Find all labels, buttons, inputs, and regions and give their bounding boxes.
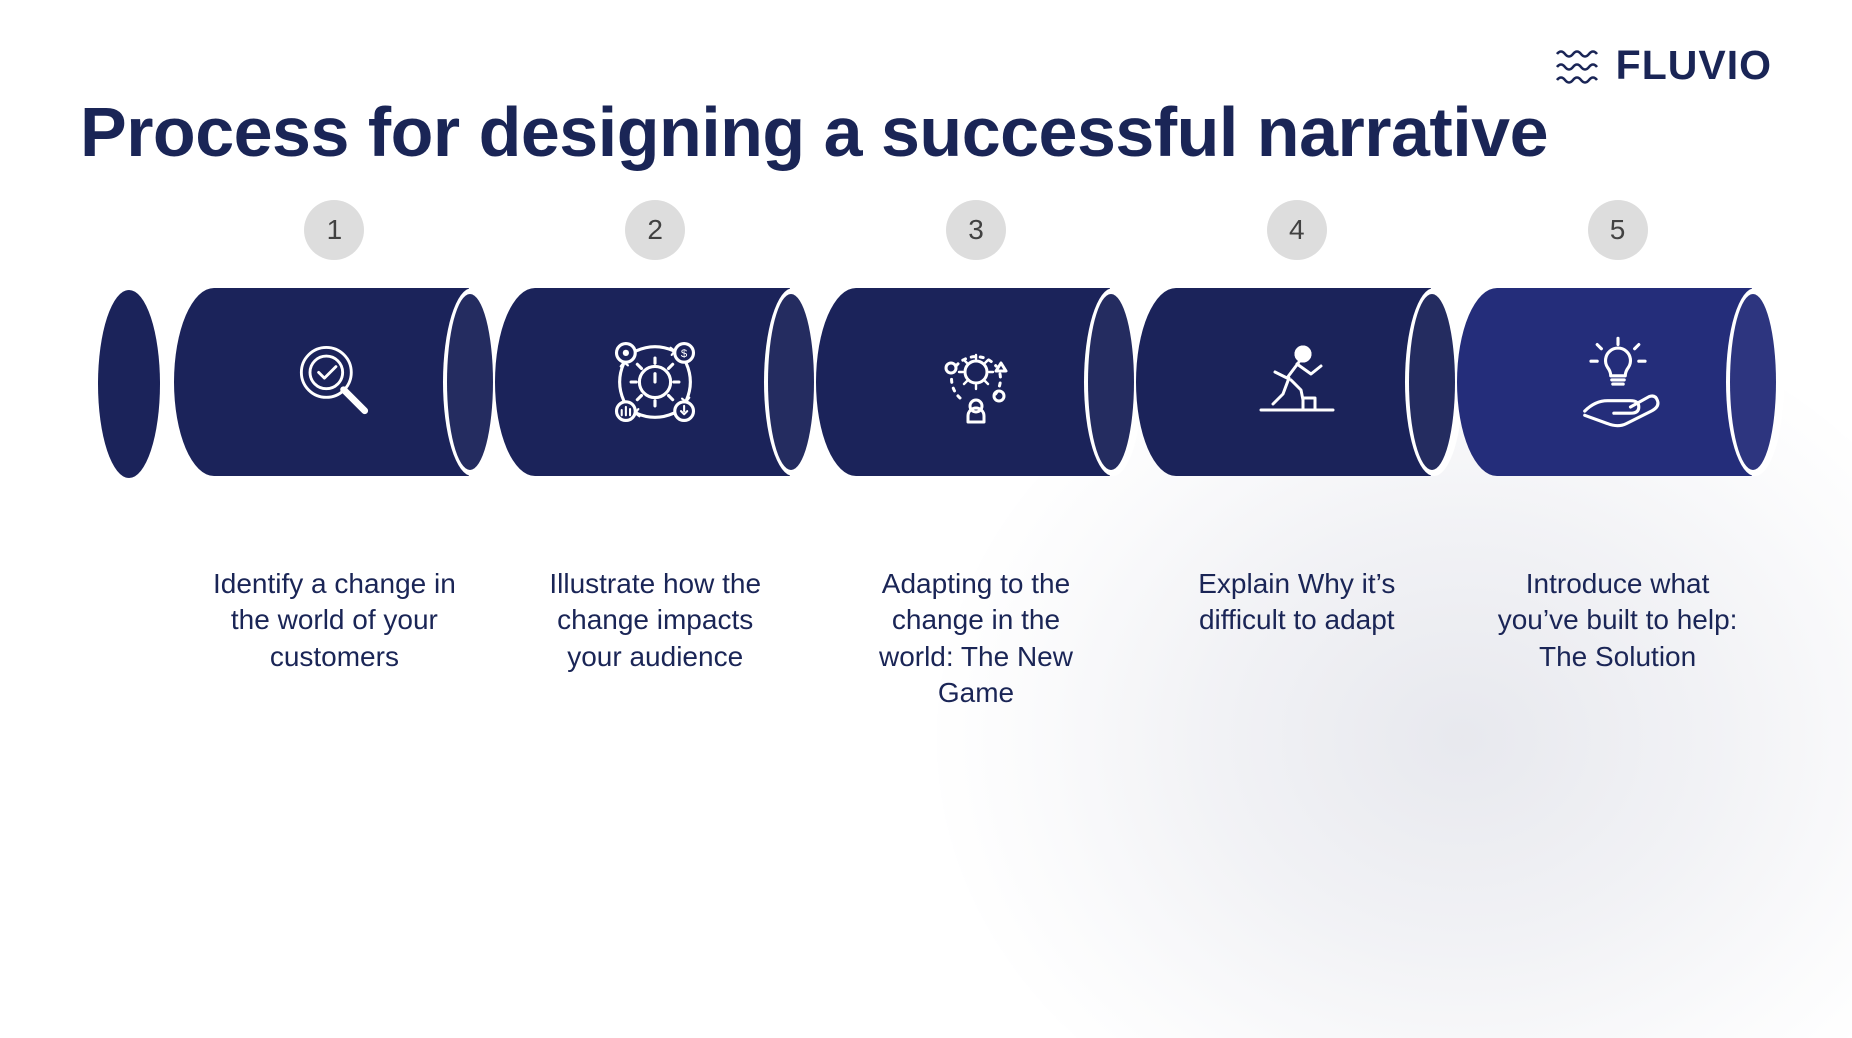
person-gear-network-icon bbox=[921, 327, 1031, 437]
hand-lightbulb-icon bbox=[1563, 327, 1673, 437]
magnifier-check-icon bbox=[279, 327, 389, 437]
step-label: Introduce what you’ve built to help: The… bbox=[1493, 566, 1743, 675]
brand-logo: FLUVIO bbox=[1556, 42, 1772, 89]
process-step: 3 bbox=[816, 200, 1137, 712]
step-number-badge: 2 bbox=[625, 200, 685, 260]
step-cylinder bbox=[1136, 288, 1457, 476]
step-cylinder: $ bbox=[495, 288, 816, 476]
brand-name: FLUVIO bbox=[1616, 42, 1772, 89]
step-cylinder bbox=[1457, 288, 1778, 476]
waves-icon bbox=[1556, 48, 1602, 84]
svg-text:$: $ bbox=[681, 348, 688, 360]
step-cylinder bbox=[174, 288, 495, 476]
step-label: Adapting to the change in the world: The… bbox=[851, 566, 1101, 712]
pipe-start-cap bbox=[98, 290, 160, 478]
step-label: Explain Why it’s difficult to adapt bbox=[1172, 566, 1422, 639]
process-step: 1 Identify a change in the world of your… bbox=[174, 200, 495, 675]
process-step: 4 Explain Why it’s difficult to adapt bbox=[1136, 200, 1457, 639]
process-pipeline: 1 Identify a change in the world of your… bbox=[98, 200, 1778, 712]
step-cylinder bbox=[816, 288, 1137, 476]
step-label: Identify a change in the world of your c… bbox=[209, 566, 459, 675]
step-label: Illustrate how the change impacts your a… bbox=[530, 566, 780, 675]
step-number-badge: 1 bbox=[304, 200, 364, 260]
stumbling-person-icon bbox=[1242, 327, 1352, 437]
gear-cycle-icon: $ bbox=[600, 327, 710, 437]
step-number-badge: 5 bbox=[1588, 200, 1648, 260]
page-title: Process for designing a successful narra… bbox=[80, 92, 1548, 172]
process-step: 2 $ bbox=[495, 200, 816, 675]
step-number-badge: 3 bbox=[946, 200, 1006, 260]
process-step: 5 Introduce what you’ve bbox=[1457, 200, 1778, 675]
step-number-badge: 4 bbox=[1267, 200, 1327, 260]
